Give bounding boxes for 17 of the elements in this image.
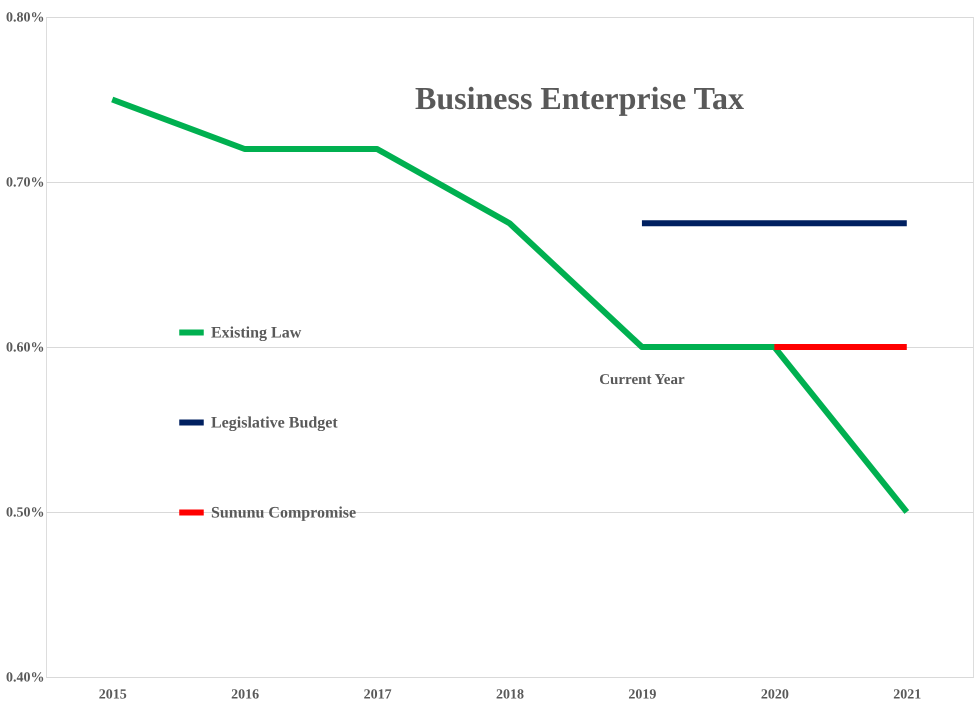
x-tick-label: 2020 <box>760 688 789 702</box>
y-tick-label: 0.50% <box>6 506 44 520</box>
y-tick-label: 0.80% <box>6 10 44 26</box>
annotation: Current Year <box>599 372 685 388</box>
y-tick-label: 0.40% <box>6 670 44 686</box>
x-tick-label: 2018 <box>496 688 524 702</box>
x-tick-label: 2015 <box>98 688 127 702</box>
text: Business Enterprise Tax <box>415 80 744 116</box>
x-tick-label: 2019 <box>628 688 656 702</box>
y-tick-label: 0.70% <box>6 176 44 190</box>
legend-label: Legislative Budget <box>211 414 338 432</box>
x-tick-label: 2021 <box>893 688 922 702</box>
x-tick-label: 2017 <box>364 688 392 702</box>
legend-label: Sununu Compromise <box>211 504 356 522</box>
legend-label: Existing Law <box>211 324 302 342</box>
y-tick-label: 0.60% <box>6 340 44 356</box>
x-tick-label: 2016 <box>231 688 260 702</box>
